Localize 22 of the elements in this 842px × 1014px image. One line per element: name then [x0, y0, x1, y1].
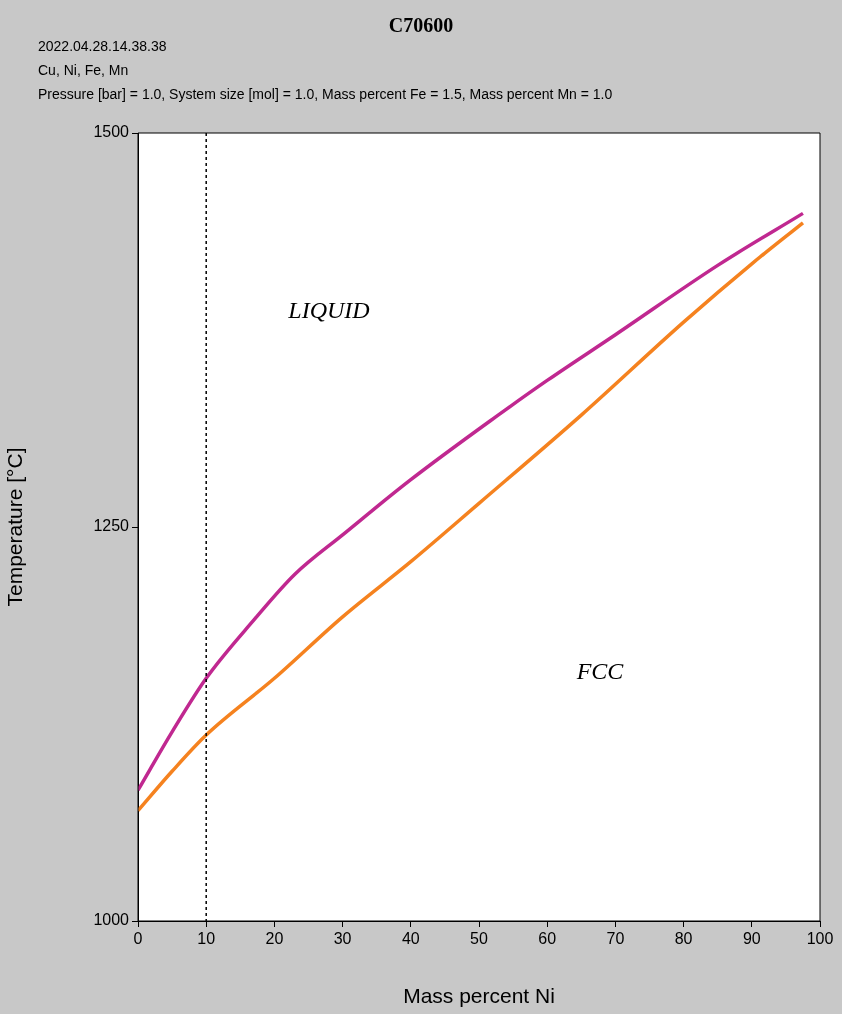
chart-subtitle: 2022.04.28.14.38.38: [38, 38, 167, 54]
x-tick-label: 80: [674, 930, 693, 948]
x-tick-label: 20: [265, 930, 284, 948]
x-tick-label: 0: [133, 930, 143, 948]
x-tick-label: 60: [538, 930, 557, 948]
x-tick-label: 50: [470, 930, 488, 948]
x-tick-label: 40: [401, 930, 420, 948]
y-tick-label: 1000: [93, 911, 130, 929]
x-axis-title: Mass percent Ni: [403, 984, 555, 1008]
y-axis-title: Temperature [°C]: [3, 447, 27, 607]
text: Cu, Ni, Fe, Mn: [38, 62, 129, 78]
annotation: FCC: [576, 657, 624, 685]
chart-title: C70600: [387, 14, 455, 37]
x-tick-label: 90: [742, 930, 761, 948]
x-tick-label: 100: [806, 930, 834, 948]
x-tick-label: 10: [197, 930, 216, 948]
y-tick-label: 1250: [93, 517, 130, 535]
annotation: LIQUID: [288, 296, 370, 324]
x-tick-label: 70: [606, 930, 625, 948]
x-tick-label: 30: [333, 930, 352, 948]
y-tick-label: 1500: [93, 123, 130, 141]
text: Pressure [bar] = 1.0, System size [mol] = 1.0, Mass percent Fe = 1.5, Mass percent Mn = 1.0: [38, 86, 613, 102]
